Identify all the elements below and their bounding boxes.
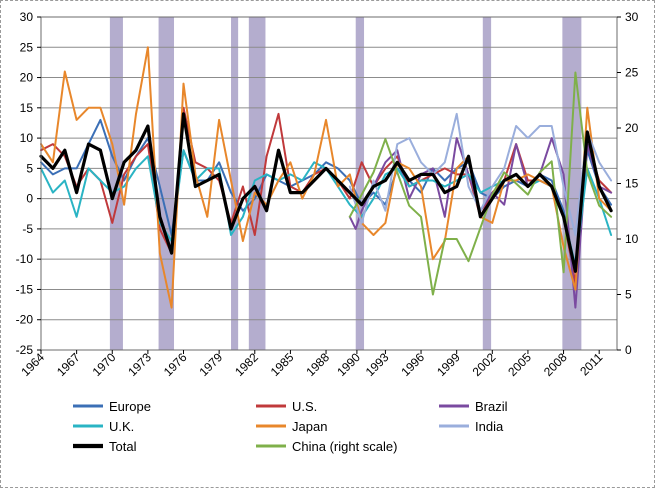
legend-item: Japan [256,419,327,434]
right-tick-label: 15 [625,177,639,191]
series-line-u-s [40,106,613,285]
legend-item: U.K. [73,419,134,434]
shaded-period [231,17,239,350]
right-tick-label: 10 [625,232,639,246]
left-tick-label: -10 [16,252,34,266]
left-tick-label: 25 [20,40,34,54]
left-tick-label: -20 [16,313,34,327]
right-tick-label: 25 [625,66,639,80]
x-tick-label: 1988 [303,350,332,379]
left-tick-label: -25 [16,343,34,357]
right-tick-label: 30 [625,10,639,24]
series-line-japan [40,46,613,309]
legend-label: Japan [292,419,327,434]
left-tick-label: -15 [16,282,34,296]
legend-label: U.S. [292,399,317,414]
right-tick-label: 5 [625,288,632,302]
left-tick-label: 0 [26,192,33,206]
left-tick-label: -5 [22,222,33,236]
x-tick-label: 1970 [90,350,119,379]
x-tick-label: 1979 [196,350,225,379]
shaded-period [482,17,492,350]
x-tick-label: 1985 [268,350,297,379]
legend-label: Brazil [475,399,508,414]
x-tick-label: 1967 [54,350,83,379]
legend-item: Total [73,439,137,454]
x-tick-label: 1999 [434,350,463,379]
legend-label: U.K. [109,419,134,434]
x-tick-label: 2002 [470,350,499,379]
legend-label: India [475,419,504,434]
legend-label: China (right scale) [292,439,398,454]
x-tick-label: 1976 [161,350,190,379]
legend-item: India [439,419,504,434]
recession-shading [109,17,582,350]
shaded-period [248,17,266,350]
x-tick-label: 2011 [577,350,605,378]
right-axis-ticks: 30 25 20 15 10 5 0 [617,10,639,357]
legend: Europe U.S. Brazil U.K. Japan India Total China… [73,399,508,454]
legend-label: Total [109,439,137,454]
left-tick-label: 10 [20,131,34,145]
x-tick-label: 1973 [125,350,154,379]
legend-item: Brazil [439,399,508,414]
left-tick-label: 30 [20,10,34,24]
x-tick-label: 1996 [398,350,427,379]
legend-item: U.S. [256,399,317,414]
x-tick-label: 2005 [505,350,534,379]
left-axis-ticks: 30 25 20 15 10 5 0 -5 -10 -15 -20 -25 [16,10,41,357]
x-tick-label: 1990 [334,350,363,379]
series-line-europe [40,118,613,273]
legend-label: Europe [109,399,151,414]
x-tick-label: 2008 [541,350,570,379]
left-tick-label: 15 [20,101,34,115]
series-line-total [39,112,613,273]
x-tick-label: 1982 [232,350,261,379]
shaded-period [355,17,365,350]
right-tick-label: 20 [625,121,639,135]
legend-item: China (right scale) [256,439,398,454]
x-tick-label: 1993 [363,350,392,379]
left-tick-label: 20 [20,71,34,85]
series-line-china-right-scale [348,71,613,296]
x-axis-ticks: 1964 1967 1970 1973 1976 1979 1982 1985 1988 1990… [18,350,605,379]
right-tick-label: 0 [625,343,632,357]
left-tick-label: 5 [26,161,33,175]
legend-item: Europe [73,399,151,414]
series-lines [39,46,613,309]
